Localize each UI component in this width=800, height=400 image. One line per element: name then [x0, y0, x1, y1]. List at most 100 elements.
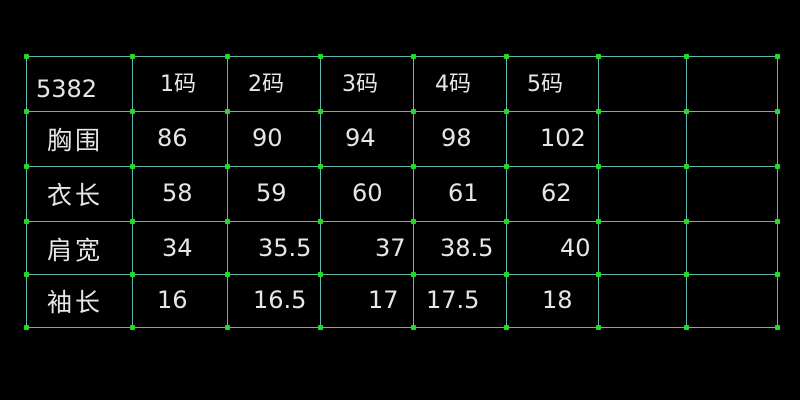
grid-node: [504, 272, 509, 277]
grid-node: [411, 109, 416, 114]
grid-node: [130, 219, 135, 224]
grid-node: [411, 272, 416, 277]
grid-node: [684, 109, 689, 114]
grid-column-line: [506, 56, 507, 328]
grid-node: [775, 272, 780, 277]
row-label: 衣长: [47, 181, 104, 210]
table-cell: 58: [162, 179, 193, 207]
size-header: 1码: [160, 72, 196, 97]
grid-node: [225, 54, 230, 59]
grid-node: [24, 164, 29, 169]
grid-node: [596, 164, 601, 169]
grid-node: [130, 54, 135, 59]
grid-column-line: [598, 56, 599, 328]
table-cell: 35.5: [258, 234, 312, 262]
grid-row-line: [26, 274, 778, 275]
size-header: 2码: [248, 72, 284, 97]
grid-node: [775, 219, 780, 224]
grid-node: [504, 109, 509, 114]
grid-node: [775, 325, 780, 330]
table-cell: 40: [560, 234, 591, 262]
grid-node: [318, 325, 323, 330]
table-cell: 37: [375, 234, 406, 262]
grid-row-line: [26, 327, 778, 328]
grid-row-line: [26, 56, 778, 57]
table-cell: 59: [256, 179, 287, 207]
size-header: 5码: [527, 72, 563, 97]
table-cell: 18: [542, 286, 573, 314]
table-cell: 98: [441, 124, 472, 152]
grid-node: [504, 164, 509, 169]
table-cell: 34: [162, 234, 193, 262]
grid-node: [318, 272, 323, 277]
grid-node: [504, 325, 509, 330]
grid-node: [596, 325, 601, 330]
size-header: 4码: [435, 72, 471, 97]
table-cell: 60: [352, 179, 383, 207]
grid-node: [596, 54, 601, 59]
grid-node: [684, 325, 689, 330]
grid-node: [130, 164, 135, 169]
grid-node: [775, 109, 780, 114]
grid-row-line: [26, 111, 778, 112]
grid-node: [225, 164, 230, 169]
grid-node: [225, 109, 230, 114]
grid-node: [684, 272, 689, 277]
grid-column-line: [413, 56, 414, 328]
row-label: 胸围: [47, 126, 104, 155]
grid-node: [684, 219, 689, 224]
grid-node: [24, 109, 29, 114]
grid-node: [596, 219, 601, 224]
grid-node: [318, 219, 323, 224]
table-cell: 16.5: [253, 286, 307, 314]
row-label: 袖长: [47, 288, 104, 317]
grid-node: [24, 325, 29, 330]
grid-node: [24, 272, 29, 277]
table-corner-code: 5382: [36, 75, 98, 103]
grid-node: [411, 164, 416, 169]
table-cell: 90: [252, 124, 283, 152]
size-header: 3码: [342, 72, 378, 97]
table-cell: 94: [345, 124, 376, 152]
grid-column-line: [777, 56, 778, 328]
grid-column-line: [686, 56, 687, 328]
grid-node: [596, 109, 601, 114]
grid-column-line: [26, 56, 27, 328]
grid-node: [24, 219, 29, 224]
grid-column-line: [132, 56, 133, 328]
grid-row-line: [26, 221, 778, 222]
grid-node: [684, 54, 689, 59]
grid-node: [504, 54, 509, 59]
table-cell: 38.5: [440, 234, 494, 262]
grid-node: [130, 325, 135, 330]
grid-node: [411, 54, 416, 59]
table-cell: 17.5: [426, 286, 480, 314]
row-label: 肩宽: [47, 236, 104, 265]
grid-node: [130, 109, 135, 114]
grid-column-line: [320, 56, 321, 328]
grid-node: [318, 164, 323, 169]
grid-node: [225, 272, 230, 277]
table-cell: 102: [540, 124, 586, 152]
grid-node: [596, 272, 601, 277]
grid-column-line: [227, 56, 228, 328]
grid-node: [318, 54, 323, 59]
table-cell: 62: [541, 179, 572, 207]
table-cell: 61: [448, 179, 479, 207]
table-cell: 86: [157, 124, 188, 152]
grid-node: [775, 54, 780, 59]
grid-node: [775, 164, 780, 169]
grid-node: [318, 109, 323, 114]
grid-row-line: [26, 166, 778, 167]
grid-node: [411, 219, 416, 224]
table-cell: 16: [157, 286, 188, 314]
grid-node: [684, 164, 689, 169]
grid-node: [504, 219, 509, 224]
grid-node: [225, 325, 230, 330]
table-cell: 17: [368, 286, 399, 314]
grid-node: [225, 219, 230, 224]
grid-node: [411, 325, 416, 330]
grid-node: [24, 54, 29, 59]
grid-node: [130, 272, 135, 277]
